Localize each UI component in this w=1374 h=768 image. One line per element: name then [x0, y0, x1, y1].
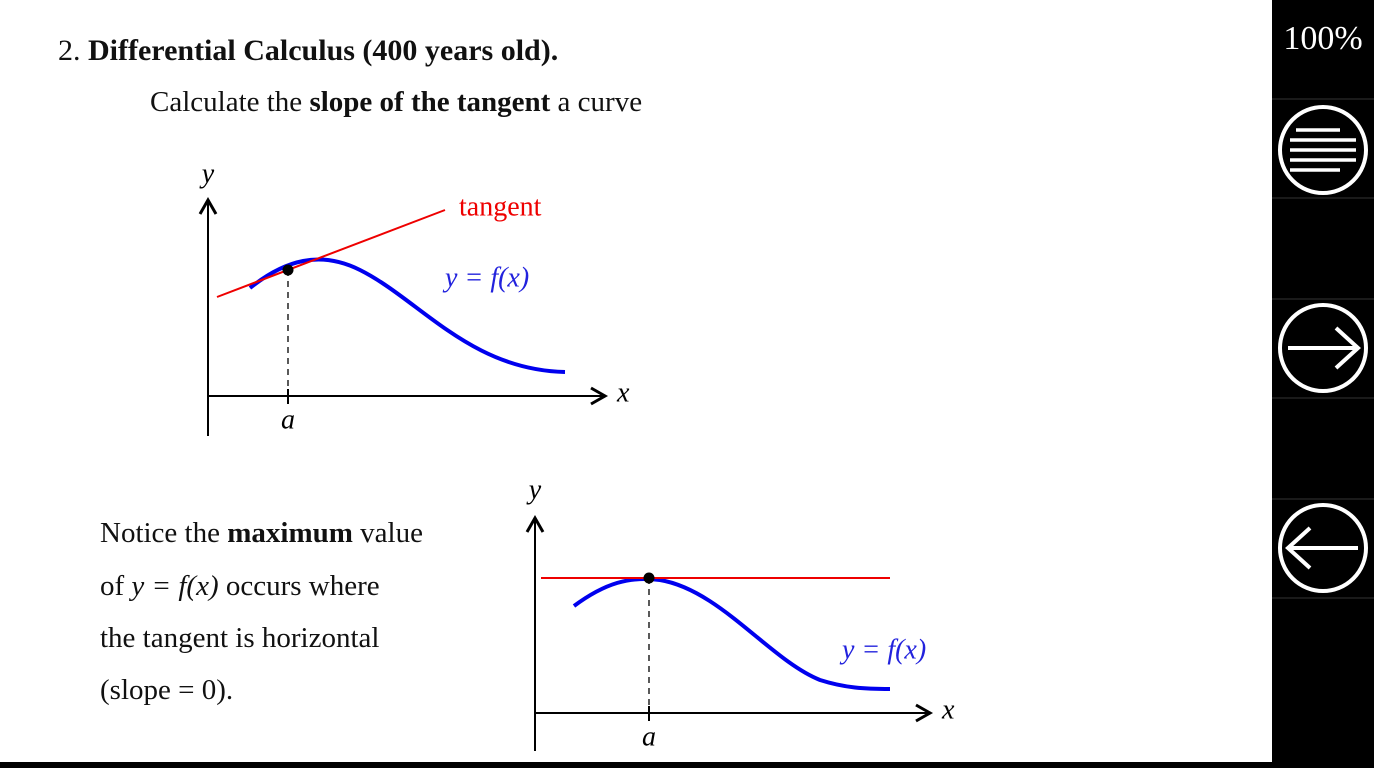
y-label: y: [199, 158, 215, 189]
bold-text: slope of the tangent: [309, 86, 551, 118]
text: Notice the: [100, 517, 220, 549]
sidebar-icons: [1272, 98, 1374, 599]
notice-line: (slope = 0).: [100, 676, 233, 705]
math: y = f(x): [131, 570, 219, 602]
item-number: 2.: [58, 34, 81, 67]
point: [282, 264, 294, 276]
a-label: a: [281, 404, 295, 435]
x-label: x: [616, 377, 630, 408]
notice-line: the tangent is horizontal: [100, 624, 379, 653]
sidebar: [1272, 0, 1374, 768]
text: Calculate the: [150, 86, 303, 118]
slide: 2. Differential Calculus (400 years old)…: [58, 35, 955, 753]
item-title: Differential Calculus (400 years old).: [88, 34, 559, 67]
notice-line: of y = f(x) occurs where: [100, 572, 380, 601]
intro: Calculate the slope of the tangent a cur…: [150, 88, 642, 117]
y-label: y: [526, 474, 542, 505]
tangent-line: [216, 209, 446, 298]
notice-line: Notice the maximum value: [100, 519, 423, 548]
text: (slope = 0).: [100, 674, 234, 706]
figure-2: y x a y = f(x): [525, 474, 955, 752]
point: [643, 572, 655, 584]
curve-label: y = f(x): [442, 262, 529, 293]
curve-label: y = f(x): [839, 634, 926, 665]
curve: [572, 576, 891, 691]
tangent-label: tangent: [459, 191, 542, 222]
figures: y x a tangent y = f(x) y x a y = f(x): [198, 158, 955, 752]
text: a curve: [557, 86, 643, 118]
text: value: [360, 517, 423, 549]
figure-1: y x a tangent y = f(x): [198, 158, 630, 436]
text: occurs where: [225, 570, 380, 602]
heading: 2. Differential Calculus (400 years old)…: [58, 36, 558, 66]
bottom-bar: [0, 762, 1374, 768]
x-label: x: [941, 694, 955, 725]
menu-button[interactable]: [1278, 105, 1368, 195]
text: of: [100, 570, 125, 602]
next-button[interactable]: [1278, 303, 1368, 393]
text: the tangent is horizontal: [100, 622, 380, 654]
prev-button[interactable]: [1278, 503, 1368, 593]
a-label: a: [642, 721, 656, 752]
bold-text: maximum: [227, 517, 353, 549]
zoom-level: 100%: [1283, 20, 1363, 57]
